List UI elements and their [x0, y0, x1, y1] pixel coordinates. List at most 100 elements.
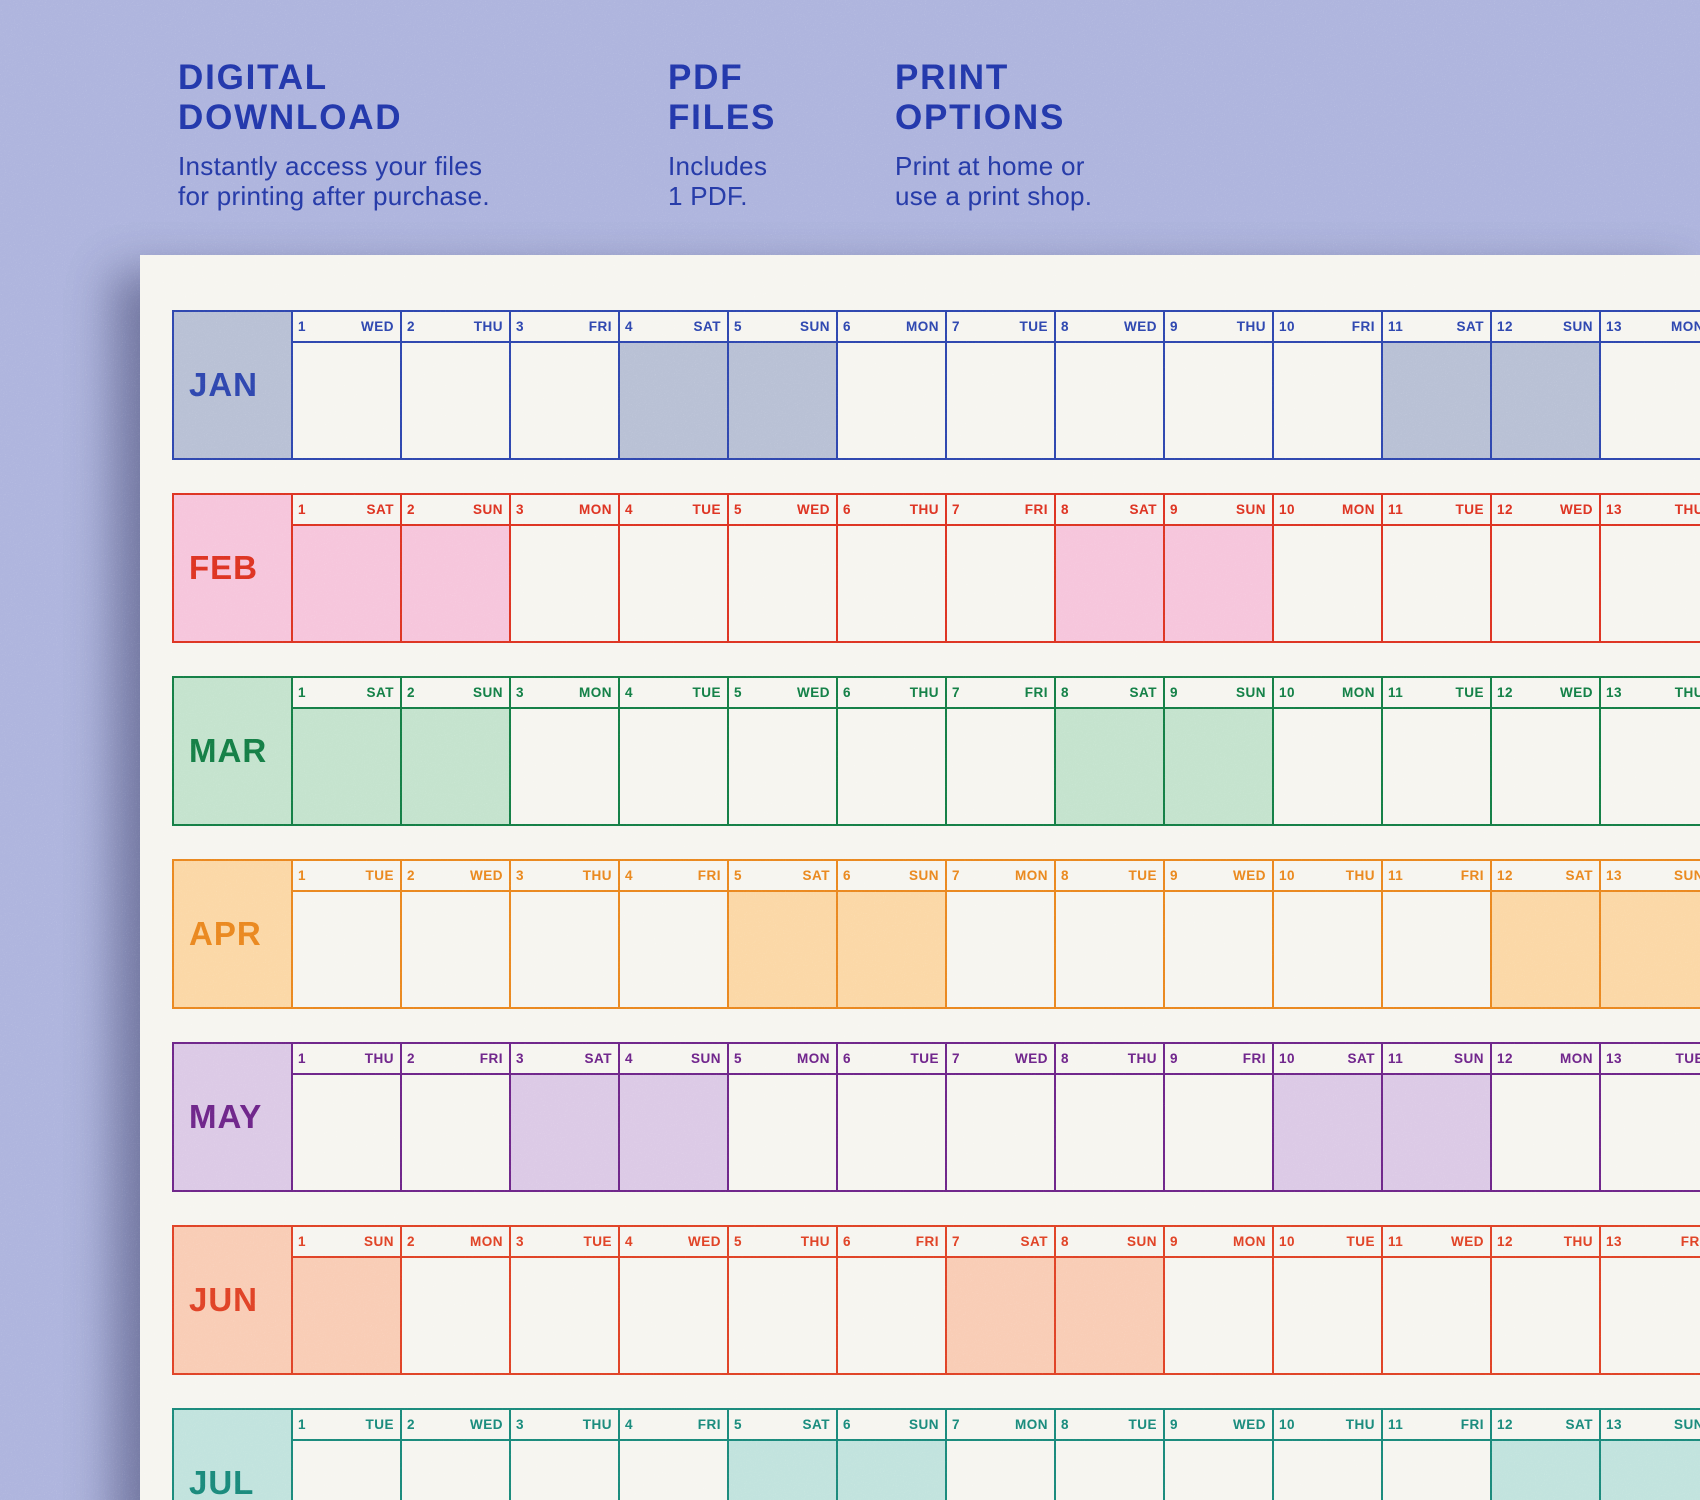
- day-number: 8: [1061, 319, 1070, 334]
- day-column: 12 THU: [1492, 1227, 1601, 1373]
- day-cell: [293, 343, 400, 458]
- day-header: 3 FRI: [511, 312, 618, 343]
- day-header: 6 THU: [838, 495, 945, 526]
- day-header: 2 SUN: [402, 678, 509, 709]
- day-cell: [729, 1441, 836, 1500]
- day-column: 3 FRI: [511, 312, 620, 458]
- header-description: Instantly access your files for printing…: [178, 151, 490, 211]
- day-number: 9: [1170, 502, 1179, 517]
- day-cell: [1383, 892, 1490, 1007]
- day-header: 1 SUN: [293, 1227, 400, 1258]
- day-column: 8 SAT: [1056, 495, 1165, 641]
- day-cell: [1274, 1258, 1381, 1373]
- day-column: 5 SAT: [729, 861, 838, 1007]
- day-number: 4: [625, 685, 634, 700]
- day-number: 10: [1279, 502, 1296, 517]
- header-description-line: for printing after purchase.: [178, 181, 490, 211]
- day-cell: [1383, 1075, 1490, 1190]
- day-header: 13 SUN: [1601, 861, 1700, 892]
- day-weekday: SAT: [1565, 868, 1593, 883]
- day-column: 3 THU: [511, 1410, 620, 1500]
- day-header: 12 MON: [1492, 1044, 1599, 1075]
- day-weekday: THU: [1127, 1051, 1157, 1066]
- day-column: 5 WED: [729, 495, 838, 641]
- day-weekday: TUE: [583, 1234, 612, 1249]
- day-header: 10 TUE: [1274, 1227, 1381, 1258]
- day-number: 12: [1497, 1234, 1514, 1249]
- day-cell: [838, 892, 945, 1007]
- day-number: 2: [407, 1234, 416, 1249]
- day-number: 1: [298, 502, 307, 517]
- day-header: 3 THU: [511, 861, 618, 892]
- day-cell: [947, 1441, 1054, 1500]
- month-row-apr: APR 1 TUE 2 WED 3 THU 4 FRI 5 SAT 6 SUN 7 MON 8 TUE 9 WED 1…: [172, 859, 1700, 1009]
- day-cell: [1601, 1441, 1700, 1500]
- day-weekday: WED: [1451, 1234, 1484, 1249]
- day-header: 13 MON: [1601, 312, 1700, 343]
- day-cell: [402, 892, 509, 1007]
- day-column: 2 WED: [402, 1410, 511, 1500]
- day-column: 9 MON: [1165, 1227, 1274, 1373]
- day-number: 9: [1170, 319, 1179, 334]
- day-column: 10 MON: [1274, 678, 1383, 824]
- day-column: 13 SUN: [1601, 861, 1700, 1007]
- header-block-pdf-files: PDF FILES Includes 1 PDF.: [668, 58, 776, 211]
- day-weekday: TUE: [1346, 1234, 1375, 1249]
- day-header: 4 SUN: [620, 1044, 727, 1075]
- day-column: 5 MON: [729, 1044, 838, 1190]
- day-cell: [1383, 343, 1490, 458]
- header-description-line: 1 PDF.: [668, 181, 748, 211]
- day-header: 8 SAT: [1056, 495, 1163, 526]
- day-header: 10 SAT: [1274, 1044, 1381, 1075]
- day-number: 12: [1497, 319, 1514, 334]
- day-weekday: MON: [1015, 1417, 1048, 1432]
- day-weekday: TUE: [1128, 1417, 1157, 1432]
- day-column: 12 WED: [1492, 495, 1601, 641]
- day-number: 7: [952, 1417, 961, 1432]
- day-weekday: FRI: [697, 868, 721, 883]
- day-weekday: WED: [1015, 1051, 1048, 1066]
- day-column: 7 MON: [947, 861, 1056, 1007]
- day-weekday: TUE: [692, 502, 721, 517]
- day-cell: [511, 343, 618, 458]
- day-weekday: FRI: [1460, 868, 1484, 883]
- day-weekday: THU: [582, 1417, 612, 1432]
- day-column: 4 FRI: [620, 1410, 729, 1500]
- day-column: 2 FRI: [402, 1044, 511, 1190]
- day-weekday: MON: [1342, 685, 1375, 700]
- day-weekday: MON: [1233, 1234, 1266, 1249]
- month-label: JUN: [174, 1227, 293, 1373]
- day-header: 3 MON: [511, 495, 618, 526]
- day-number: 4: [625, 1234, 634, 1249]
- day-column: 9 WED: [1165, 861, 1274, 1007]
- day-weekday: MON: [1560, 1051, 1593, 1066]
- day-column: 6 THU: [838, 495, 947, 641]
- day-cell: [1056, 526, 1163, 641]
- month-label: JUL: [174, 1410, 293, 1500]
- day-column: 13 THU: [1601, 678, 1700, 824]
- day-weekday: MON: [906, 319, 939, 334]
- day-number: 13: [1606, 1234, 1623, 1249]
- day-cell: [838, 709, 945, 824]
- day-number: 7: [952, 502, 961, 517]
- day-column: 1 SUN: [293, 1227, 402, 1373]
- day-column: 2 WED: [402, 861, 511, 1007]
- day-header: 4 TUE: [620, 495, 727, 526]
- day-column: 6 SUN: [838, 861, 947, 1007]
- day-weekday: SUN: [908, 868, 939, 883]
- day-header: 5 THU: [729, 1227, 836, 1258]
- day-number: 6: [843, 868, 852, 883]
- day-cell: [1056, 1075, 1163, 1190]
- day-cell: [620, 892, 727, 1007]
- day-header: 12 WED: [1492, 678, 1599, 709]
- day-number: 7: [952, 685, 961, 700]
- day-column: 4 SAT: [620, 312, 729, 458]
- day-weekday: THU: [800, 1234, 830, 1249]
- day-header: 3 SAT: [511, 1044, 618, 1075]
- day-weekday: SAT: [1456, 319, 1484, 334]
- day-weekday: THU: [1563, 1234, 1593, 1249]
- header-description: Print at home or use a print shop.: [895, 151, 1092, 211]
- day-column: 7 WED: [947, 1044, 1056, 1190]
- day-weekday: SAT: [802, 868, 830, 883]
- day-weekday: TUE: [1128, 868, 1157, 883]
